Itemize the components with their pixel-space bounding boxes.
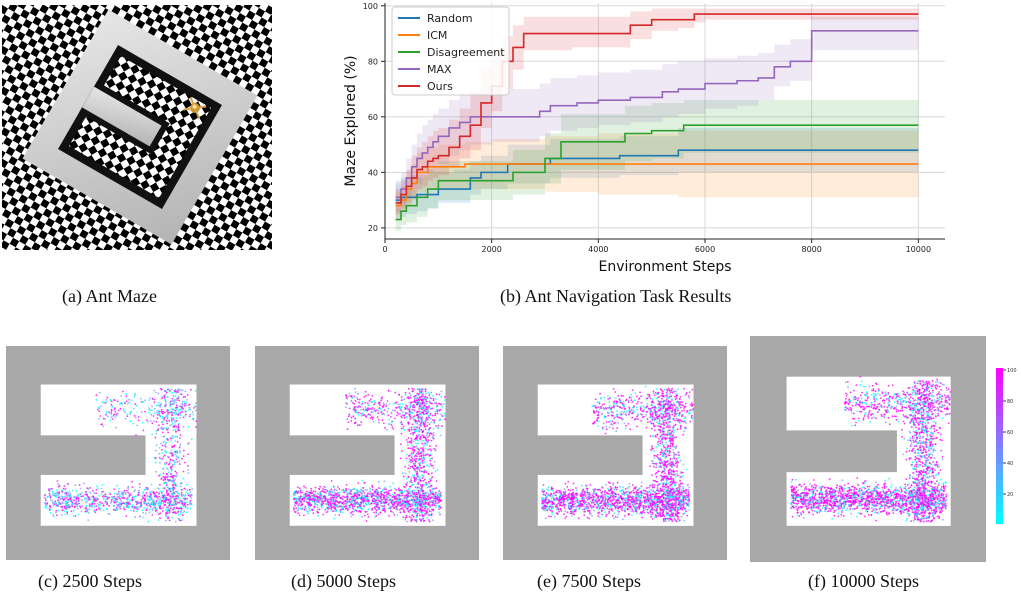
colorbar-gradient [996, 368, 1003, 524]
band-disagreement [395, 100, 919, 231]
caption-d: (d) 5000 Steps [291, 571, 396, 591]
colorbar-tick-label: 100 [1007, 368, 1017, 374]
visit-points [789, 376, 952, 523]
legend-label: Random [427, 12, 473, 25]
colorbar-tick-label: 60 [1007, 430, 1013, 436]
legend-label: Disagreement [427, 46, 505, 59]
colorbar-tick-label: 80 [1007, 399, 1013, 405]
heatmap-7500 [503, 346, 727, 560]
colorbar: 100 80 60 40 20 [996, 368, 1017, 524]
ant-robot [183, 96, 207, 119]
x-tick-label: 4000 [588, 245, 608, 254]
heatmap-5000 [255, 346, 479, 560]
legend-label: Ours [427, 80, 453, 93]
caption-b: (b) Ant Navigation Task Results [500, 286, 732, 306]
x-tick-label: 0 [382, 245, 387, 254]
y-tick-label: 80 [368, 57, 378, 66]
colorbar-tick-label: 20 [1007, 492, 1013, 498]
line-max [395, 29, 919, 199]
heatmap-2500 [6, 346, 230, 560]
band-icm [395, 130, 919, 217]
x-tick-label: 6000 [695, 245, 715, 254]
legend: Random ICM Disagreement MAX Ours [391, 6, 510, 96]
y-tick-label: 100 [363, 2, 378, 11]
maze-wall [503, 346, 727, 560]
y-axis-label: Maze Explored (%) [343, 55, 359, 186]
legend-label: MAX [427, 63, 452, 76]
ant-navigation-chart: 0 2000 4000 6000 8000 10000 20 40 60 80 100 Environ… [343, 2, 945, 275]
maze-inner-wall [82, 86, 162, 147]
y-tick-label: 40 [368, 168, 378, 177]
ant-maze-image [2, 5, 272, 250]
visit-points [541, 385, 695, 523]
heatmap-10000 [750, 336, 986, 562]
band-max [395, 16, 919, 212]
caption-f: (f) 10000 Steps [808, 571, 919, 591]
caption-c: (c) 2500 Steps [38, 571, 142, 591]
y-tick-label: 20 [368, 224, 378, 233]
line-ours [395, 13, 919, 204]
line-disagreement [395, 124, 919, 221]
visit-points [292, 387, 446, 523]
band-ours [395, 8, 919, 215]
x-axis-label: Environment Steps [598, 259, 731, 275]
colorbar-tick-label: 40 [1007, 461, 1013, 467]
legend-label: ICM [427, 29, 447, 42]
x-tick-label: 10000 [906, 245, 931, 254]
x-tick-label: 8000 [801, 245, 821, 254]
y-tick-label: 60 [368, 113, 378, 122]
visit-points [43, 387, 198, 523]
caption-e: (e) 7500 Steps [537, 571, 641, 591]
caption-a: (a) Ant Maze [62, 286, 157, 306]
line-random [395, 149, 919, 201]
x-tick-label: 2000 [481, 245, 501, 254]
legend-box [391, 6, 510, 96]
